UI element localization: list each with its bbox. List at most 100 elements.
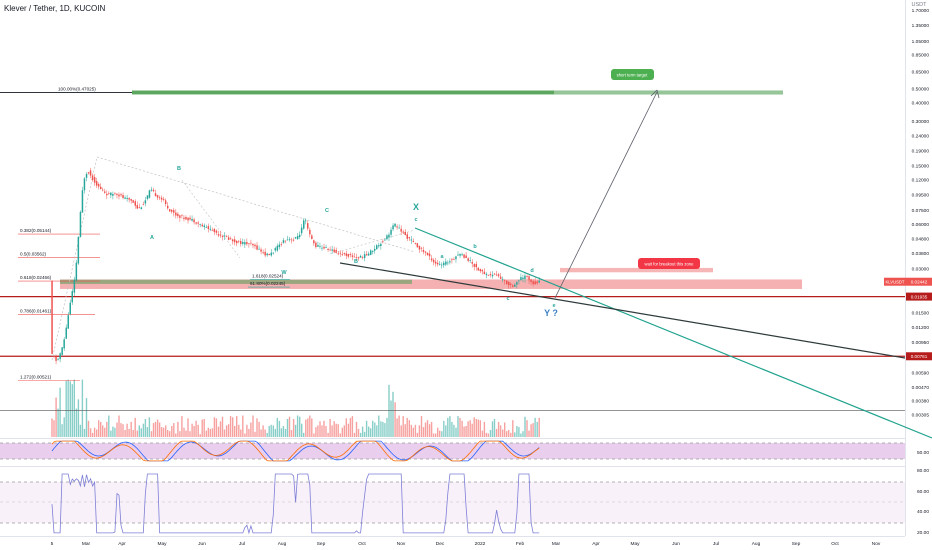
volume-bar	[426, 420, 429, 437]
volume-bar	[303, 432, 305, 437]
volume-bar	[227, 424, 230, 437]
volume-bar	[497, 421, 500, 437]
candle-body	[483, 271, 486, 275]
candle-body	[359, 256, 362, 258]
candle-body	[361, 257, 364, 258]
candle-body	[152, 189, 155, 192]
wave-label: A	[150, 235, 154, 241]
x-tick-label: Mar	[82, 541, 91, 547]
candle-body	[205, 227, 207, 228]
volume-bar	[223, 429, 226, 437]
candle-body	[274, 248, 276, 251]
volume-bar	[372, 420, 374, 437]
candle-body	[347, 253, 350, 257]
fib-diagonal	[51, 156, 98, 361]
candle-body	[282, 240, 285, 243]
volume-bar	[305, 419, 307, 437]
x-tick-label: Jul	[713, 541, 719, 547]
fib-label: 0.5(0.03562)	[20, 252, 47, 257]
y-tick-label: 0.00305	[912, 413, 930, 419]
volume-bar	[453, 424, 455, 437]
volume-bar	[75, 408, 78, 437]
candle-body	[95, 181, 98, 186]
candle-body	[227, 237, 230, 240]
volume-bar	[349, 417, 352, 437]
volume-bar	[315, 427, 317, 437]
candle-body	[376, 245, 378, 250]
candle-body	[382, 241, 384, 242]
candle-body	[144, 200, 147, 204]
volume-bar	[538, 417, 540, 437]
volume-bar	[363, 431, 366, 437]
volume-bar	[244, 433, 246, 437]
y-tick-label: 1.70000	[912, 8, 930, 14]
candle-body	[240, 241, 242, 244]
candle-body	[106, 193, 108, 196]
volume-bar	[98, 420, 100, 437]
volume-bar	[207, 427, 209, 437]
volume-bar	[290, 430, 293, 437]
candle-body	[211, 230, 214, 231]
candle-body	[408, 237, 410, 239]
volume-bar	[102, 425, 104, 437]
candle-body	[499, 276, 502, 279]
candle-body	[386, 235, 388, 240]
volume-bar	[327, 432, 329, 437]
volume-bar	[191, 423, 193, 437]
candle-body	[104, 191, 106, 193]
volume-bar	[106, 421, 108, 437]
candle-body	[156, 195, 159, 198]
x-tick-label: Oct	[358, 541, 366, 547]
volume-bar	[408, 420, 410, 437]
volume-bar	[516, 426, 518, 437]
volume-bar	[225, 425, 228, 437]
volume-bar	[185, 430, 187, 437]
volume-bar	[282, 426, 285, 437]
candle-body	[434, 261, 437, 264]
candle-body	[479, 269, 482, 272]
fib-label: 0.786(0.01461)	[20, 309, 52, 314]
volume-bar	[152, 423, 155, 437]
volume-bar	[148, 417, 151, 437]
volume-bar	[229, 416, 232, 437]
candle-body	[370, 250, 372, 255]
fib-label: 61.80%(0.02245)	[250, 281, 286, 286]
volume-bar	[325, 426, 327, 437]
volume-bar	[534, 417, 536, 437]
volume-bar	[428, 424, 431, 437]
fib-label: 0.382(0.05144)	[20, 228, 52, 233]
candle-body	[179, 215, 181, 218]
volume-bar	[69, 381, 71, 437]
candle-body	[286, 239, 289, 241]
volume-bar	[177, 421, 179, 437]
price-badge	[906, 292, 932, 301]
candle-body	[195, 222, 197, 224]
volume-bar	[445, 425, 447, 437]
x-tick-label: May	[157, 541, 167, 547]
volume-bar	[449, 416, 451, 437]
stoch-d-line	[51, 440, 540, 462]
candle-body	[229, 238, 232, 240]
wave-label: c	[414, 217, 417, 223]
y-tick-label: 0.00590	[912, 370, 930, 376]
volume-bar	[485, 432, 488, 437]
candle-body	[445, 261, 447, 265]
stoch-band	[0, 443, 905, 459]
currency-label: USDT	[911, 2, 927, 8]
volume-bar	[333, 421, 335, 437]
volume-bar	[160, 427, 163, 437]
candle-body	[213, 229, 216, 233]
candle-body	[63, 339, 65, 349]
x-tick-label: Sep	[792, 541, 801, 547]
volume-bar	[110, 430, 112, 437]
candle-body	[278, 244, 281, 248]
candle-body	[250, 242, 252, 244]
volume-bar	[522, 431, 524, 437]
wedge-upper-line	[414, 227, 932, 439]
volume-bar	[491, 421, 494, 437]
candle-body	[154, 193, 157, 196]
volume-bar	[514, 432, 516, 437]
volume-bar	[91, 432, 94, 437]
wave-label: W	[281, 270, 287, 276]
